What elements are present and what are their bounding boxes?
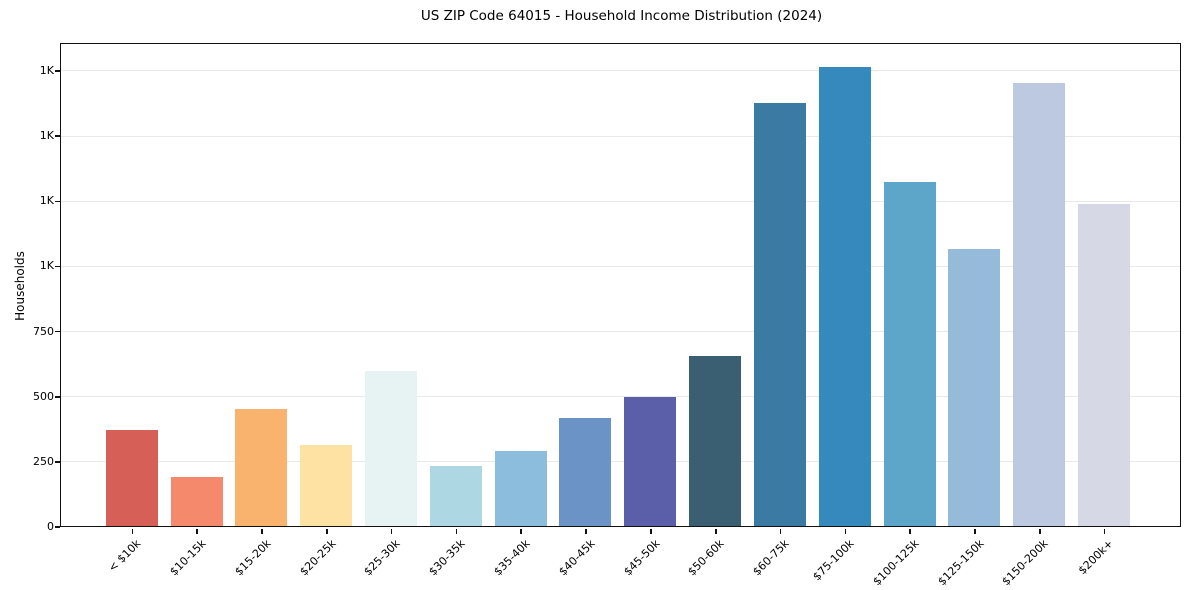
bar bbox=[559, 418, 612, 527]
bar bbox=[1013, 83, 1066, 527]
gridline bbox=[61, 70, 1181, 72]
x-tick-mark bbox=[844, 528, 847, 534]
plot-area bbox=[60, 43, 1182, 528]
x-tick-mark bbox=[326, 528, 328, 534]
y-tick-label: 1K bbox=[39, 259, 54, 273]
gridline bbox=[61, 135, 1181, 137]
x-tick-mark bbox=[779, 528, 782, 534]
y-tick-label: 750 bbox=[33, 324, 54, 338]
bar bbox=[494, 450, 547, 527]
y-tick-mark bbox=[55, 265, 61, 268]
y-tick-mark bbox=[55, 330, 61, 333]
y-tick-mark bbox=[55, 395, 61, 398]
y-tick-label: 1K bbox=[39, 129, 54, 143]
bar bbox=[1077, 204, 1130, 527]
x-tick-mark bbox=[1038, 528, 1041, 534]
x-tick-mark bbox=[390, 528, 393, 534]
x-tick-label: $40-45k bbox=[556, 537, 598, 579]
x-tick-label: $25-30k bbox=[361, 537, 403, 579]
x-tick-label: $75-100k bbox=[810, 537, 857, 584]
y-tick-mark bbox=[55, 461, 61, 463]
x-tick-mark bbox=[196, 528, 198, 534]
gridline bbox=[61, 461, 1181, 463]
bar bbox=[429, 465, 482, 527]
x-tick-mark bbox=[131, 528, 134, 534]
x-tick-mark bbox=[714, 528, 717, 534]
y-tick-mark bbox=[55, 526, 61, 528]
y-tick-mark bbox=[55, 135, 61, 137]
x-tick-label: $125-150k bbox=[935, 537, 987, 589]
x-tick-mark bbox=[585, 528, 587, 534]
x-tick-label: $50-60k bbox=[685, 537, 727, 579]
bar bbox=[170, 477, 223, 527]
y-tick-label: 0 bbox=[47, 520, 54, 533]
x-tick-mark bbox=[650, 528, 652, 534]
bar bbox=[235, 409, 288, 527]
x-tick-mark bbox=[974, 528, 976, 534]
y-tick-label: 1K bbox=[39, 194, 54, 208]
x-tick-label: $60-75k bbox=[750, 537, 792, 579]
x-tick-label: $200k+ bbox=[1075, 537, 1116, 578]
bar bbox=[105, 430, 158, 527]
gridline bbox=[61, 330, 1181, 332]
y-tick-label: 500 bbox=[33, 389, 54, 403]
x-tick-label: $15-20k bbox=[231, 537, 274, 579]
y-tick-mark bbox=[55, 200, 61, 203]
bar bbox=[689, 355, 742, 527]
y-tick-label: 250 bbox=[33, 454, 54, 468]
x-tick-label: $30-35k bbox=[426, 537, 468, 579]
x-tick-label: $100-125k bbox=[870, 537, 922, 589]
x-tick-mark bbox=[1103, 528, 1106, 534]
x-tick-label: $35-40k bbox=[491, 537, 533, 579]
bar bbox=[753, 102, 806, 527]
x-tick-label: $20-25k bbox=[296, 537, 339, 579]
chart-title: US ZIP Code 64015 - Household Income Dis… bbox=[420, 8, 823, 24]
bar bbox=[365, 371, 418, 527]
x-tick-label: $45-50k bbox=[620, 537, 663, 579]
bar bbox=[948, 249, 1001, 527]
bar bbox=[300, 445, 353, 527]
x-tick-mark bbox=[909, 528, 911, 534]
y-tick-label: 1K bbox=[39, 64, 54, 78]
x-tick-label: < $10k bbox=[106, 537, 144, 575]
x-tick-mark bbox=[261, 528, 263, 534]
gridline bbox=[61, 200, 1181, 202]
x-tick-label: $10-15k bbox=[167, 537, 209, 579]
x-tick-mark bbox=[520, 528, 523, 534]
gridline bbox=[61, 396, 1181, 398]
y-tick-mark bbox=[55, 70, 61, 72]
bar bbox=[624, 396, 677, 527]
bar bbox=[883, 181, 936, 527]
x-tick-label: $150-200k bbox=[999, 537, 1051, 589]
gridline bbox=[61, 265, 1181, 267]
x-tick-mark bbox=[455, 528, 458, 534]
bar bbox=[818, 67, 871, 527]
